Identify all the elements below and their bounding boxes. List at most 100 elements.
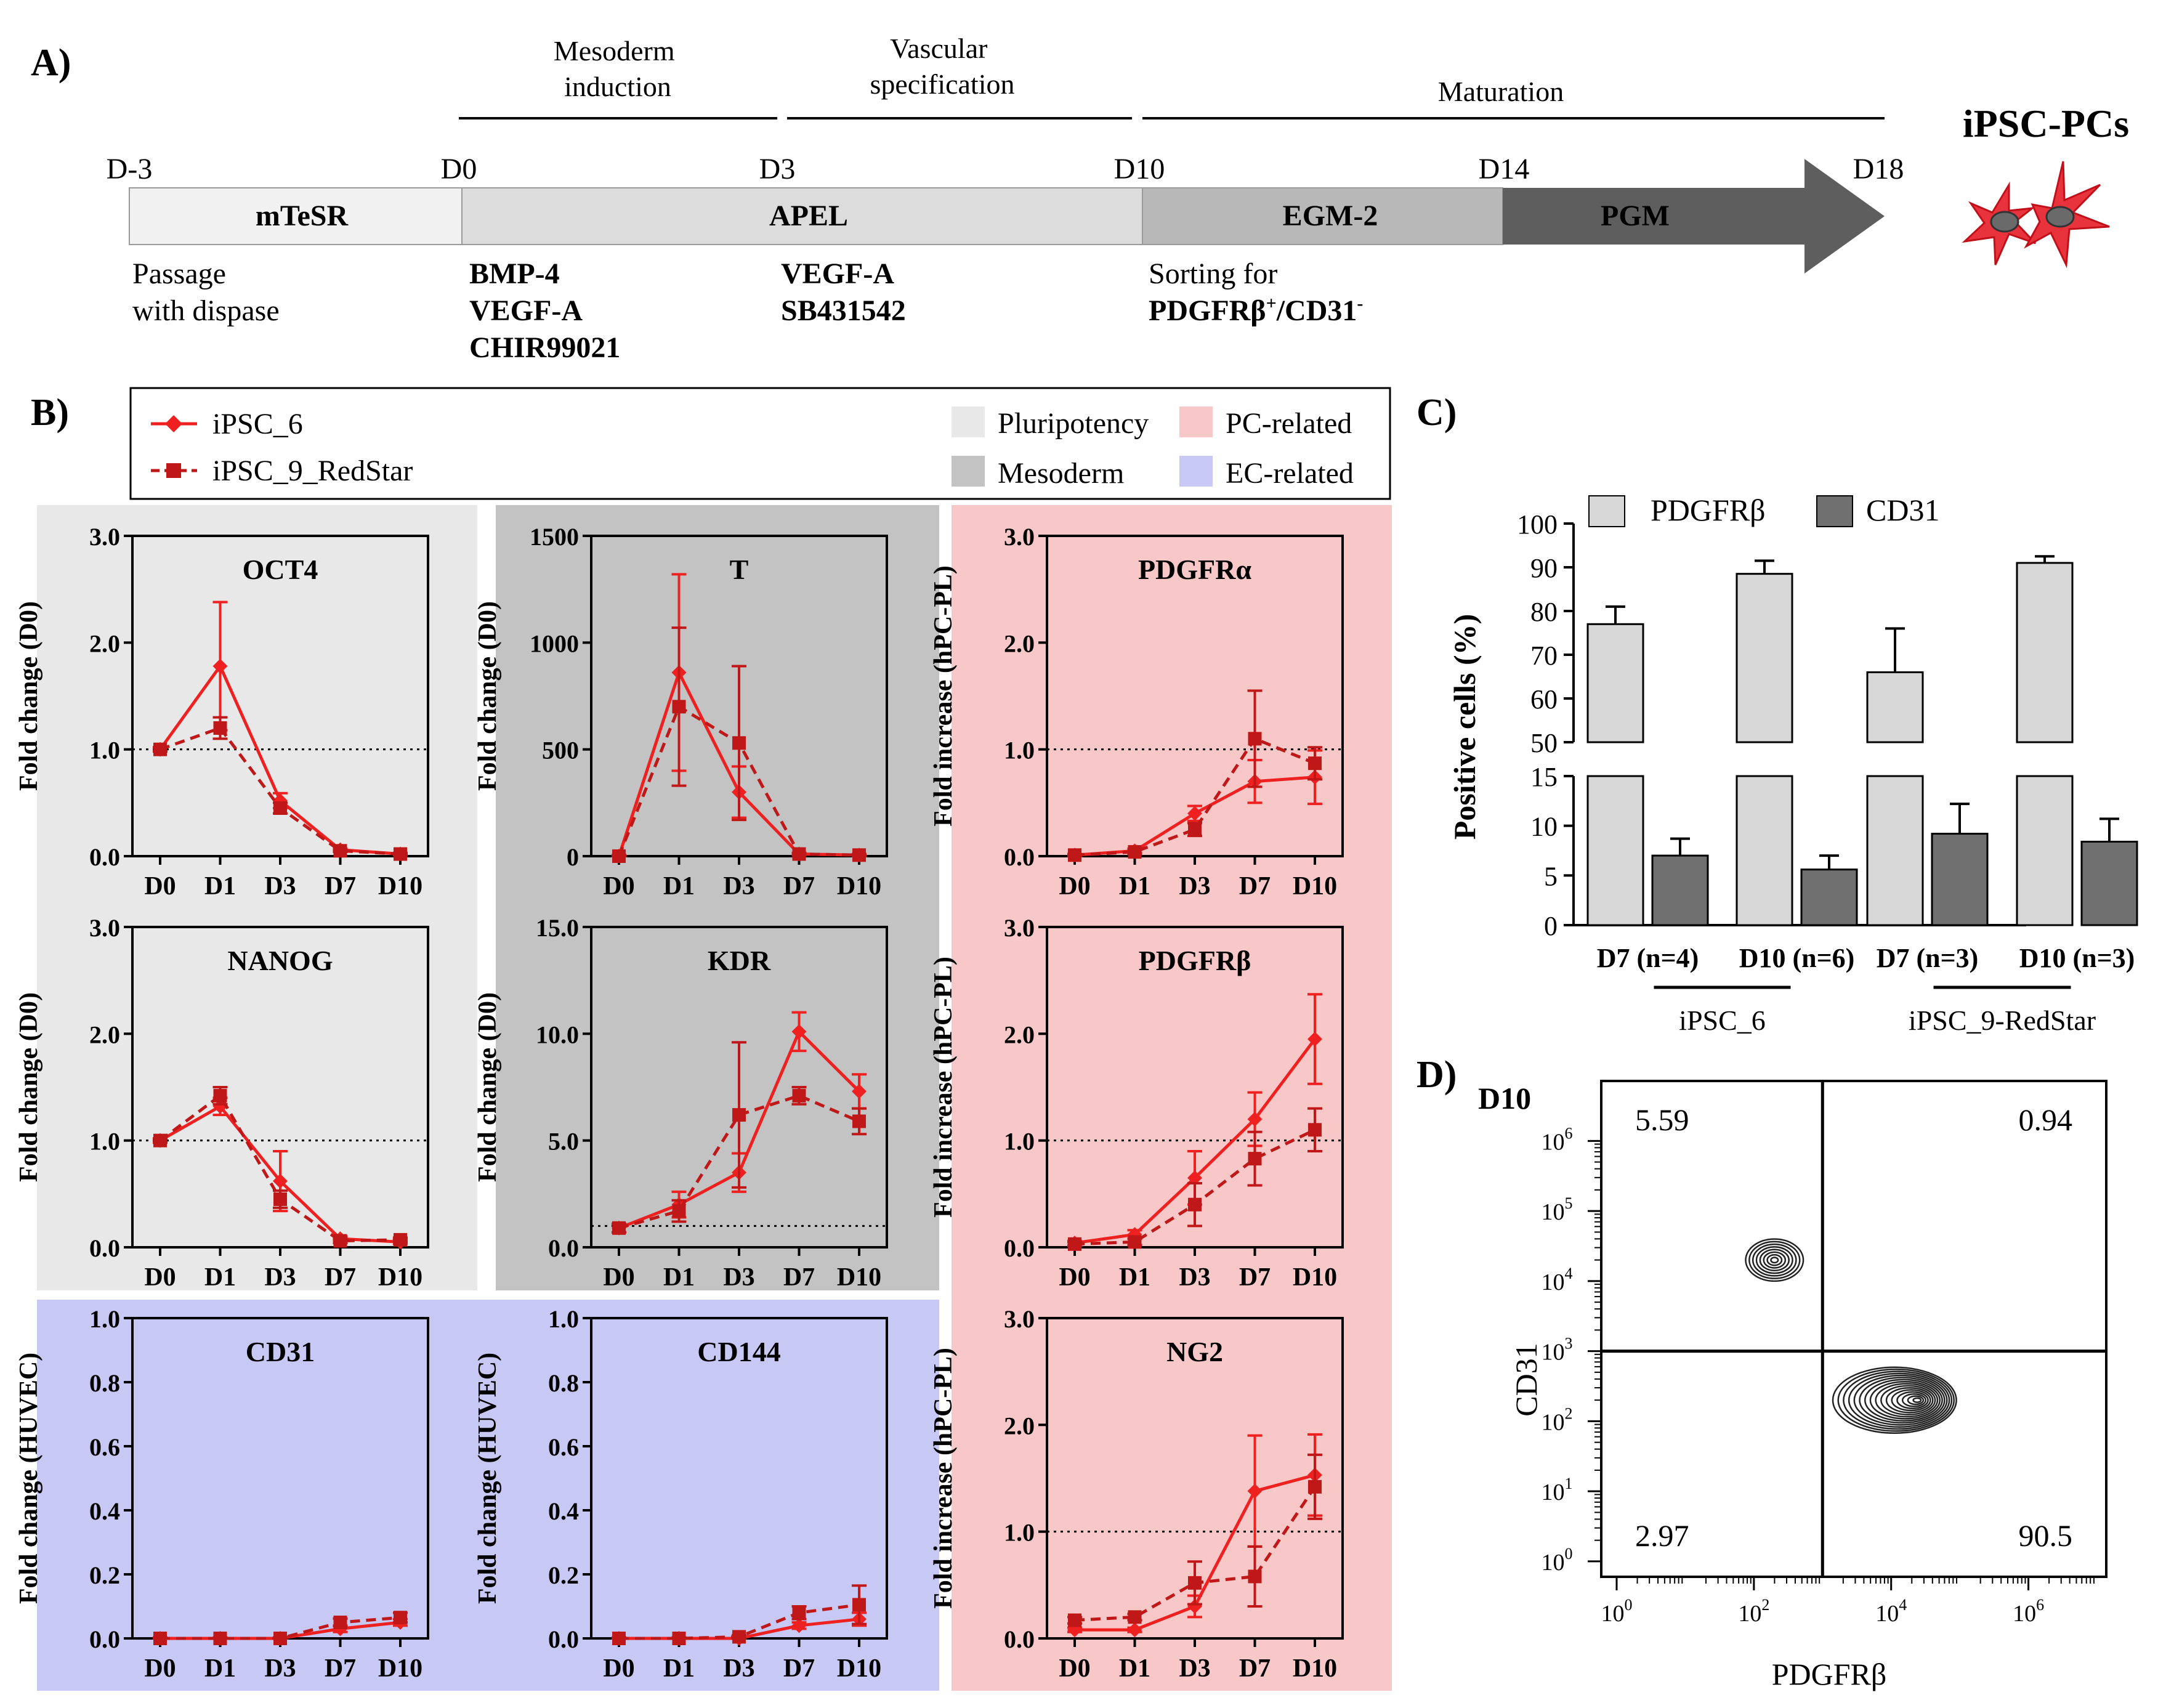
data-point [1188,1197,1202,1212]
y-tick-label: 10 [1530,812,1558,842]
media-segment-mtesr [129,187,463,245]
quadrant-value-upper-left: 5.59 [1635,1103,1689,1137]
contour-line [1848,1372,1950,1428]
x-tick-label: D0 [603,872,634,901]
x-tick-label: 100 [1601,1596,1633,1627]
y-tick-label: 15 [1530,762,1558,792]
data-point [1128,1610,1142,1624]
data-point [153,1133,167,1147]
data-point [852,1114,866,1128]
y-tick-label: 0.6 [548,1433,579,1461]
y-tick-label: 5 [1544,861,1558,891]
y-tick-label: 100 [1542,1545,1573,1576]
media-arrow-pgm [1503,159,1885,273]
x-tick-label: D3 [723,1654,754,1683]
x-tick-label: 106 [2013,1596,2044,1627]
y-tick-label: 2.0 [1004,629,1035,657]
line-chart-cd144: CD144 0.0 0.2 0.4 0.6 0.8 1.0 D0 D1 D3 D7 D10 Fold c… [474,1305,888,1683]
data-point [852,1083,867,1099]
y-tick-label: 0.0 [548,1234,579,1262]
data-point [1247,1112,1263,1127]
y-tick-label: 1.0 [89,1128,120,1156]
quadrant-value-lower-left: 2.97 [1635,1518,1689,1553]
y-tick-label: 15.0 [536,914,579,942]
data-point [1068,1237,1081,1251]
data-point [1307,1032,1322,1046]
axis-title-y: Fold increase (hPC-PL) [929,957,958,1218]
y-tick-label: 0.0 [89,1234,120,1262]
x-tick-label: D10 [837,1654,881,1683]
axis-title-y: Fold change (D0) [15,992,43,1182]
x-tick-label: D10 [378,1263,422,1292]
data-point [273,1632,287,1645]
y-tick-label: 2.0 [89,1021,120,1048]
stage-label-vascular: Vascular specification [870,33,1014,100]
data-point [153,1632,167,1645]
data-point [792,1606,806,1620]
bar-pdgfrb [1736,573,1793,743]
day-label: D10 [1114,153,1165,185]
data-point [213,1632,227,1645]
x-tick-label: D3 [1179,1654,1210,1683]
data-point [1187,1170,1202,1186]
series-line-2 [1074,737,1315,857]
data-point [672,1632,686,1645]
panel-d-label: D) [1416,1054,1457,1096]
contour-line [1907,1395,1925,1406]
stage-label-maturation: Maturation [1438,76,1564,107]
line-chart-pdgfrβ: PDGFRβ 0.0 1.0 2.0 3.0 D0 D1 D3 D7 D10 Fold increa… [929,914,1344,1292]
x-tick-label: D1 [663,1263,695,1292]
x-tick-label: D10 [837,1263,881,1292]
x-tick-label: D1 [663,1654,695,1683]
data-point [333,1234,347,1248]
axis-title-x: PDGFRβ [1772,1657,1887,1691]
legend-category: EC-related [1226,457,1354,490]
x-tick-label: D7 [783,1654,815,1683]
bar-pdgfrb [1866,671,1924,743]
group-label: iPSC_9-RedStar [1909,1005,2096,1036]
pericyte-cells-icon [1962,161,2110,269]
data-point [852,1598,866,1612]
quadrant-value-lower-right: 90.5 [2019,1518,2073,1553]
note-sorting-marker: PDGFRβ+/CD31- [1149,293,1363,327]
x-tick-label: D3 [264,1263,296,1292]
data-point [792,1088,806,1103]
y-tick-label: 0.8 [548,1369,579,1397]
y-tick-label: 500 [542,737,579,764]
series-line-2 [618,1094,860,1230]
x-tick-label: D1 [1119,1263,1150,1292]
contour-line [1752,1243,1797,1277]
y-tick-label: 0.0 [548,1625,579,1653]
swatch-pc-related [1179,407,1213,437]
line-chart-t: T 0 500 1000 1500 D0 D1 D3 D7 D10 Fold change (D0) [474,523,888,901]
x-tick-label: D1 [1119,872,1150,901]
bar-cd31 [1800,868,1858,926]
chart-title: PDGFRβ [1139,945,1251,976]
y-tick-label: 100 [1517,509,1558,540]
x-tick-label: D10 [378,872,422,901]
stage-label-mesoderm: Mesoderm induction [554,35,682,102]
y-tick-label: 0 [567,843,579,871]
y-tick-label: 104 [1542,1265,1573,1295]
plot-day-label: D10 [1478,1081,1531,1115]
axis-title-y: Fold increase (hPC-PL) [929,565,958,827]
axis-title-y: Positive cells (%) [1447,614,1482,840]
x-tick-label: D10 [378,1654,422,1683]
data-point [1247,1483,1263,1499]
bar-pdgfrb-lower [1736,775,1793,926]
day-label: D14 [1479,153,1530,185]
y-tick-label: 102 [1542,1404,1573,1435]
panel-a: A) Mesoderm induction Vascular specifica… [31,33,2129,364]
axis-title-y: Fold change (D0) [474,992,502,1182]
line-chart-kdr: KDR 0.0 5.0 10.0 15.0 D0 D1 D3 D7 D10 Fold change … [474,914,888,1292]
media-label: EGM-2 [1283,200,1378,232]
x-tick-label: D10 [1293,1654,1337,1683]
y-tick-label: 90 [1530,553,1558,583]
data-point [1068,848,1081,862]
note-sorting: Sorting for [1149,257,1277,290]
x-tick-label: D7 [783,1263,815,1292]
media-label: PGM [1601,200,1670,232]
note-vascular-factors: VEGF-A SB431542 [781,257,906,327]
data-point [732,736,746,750]
